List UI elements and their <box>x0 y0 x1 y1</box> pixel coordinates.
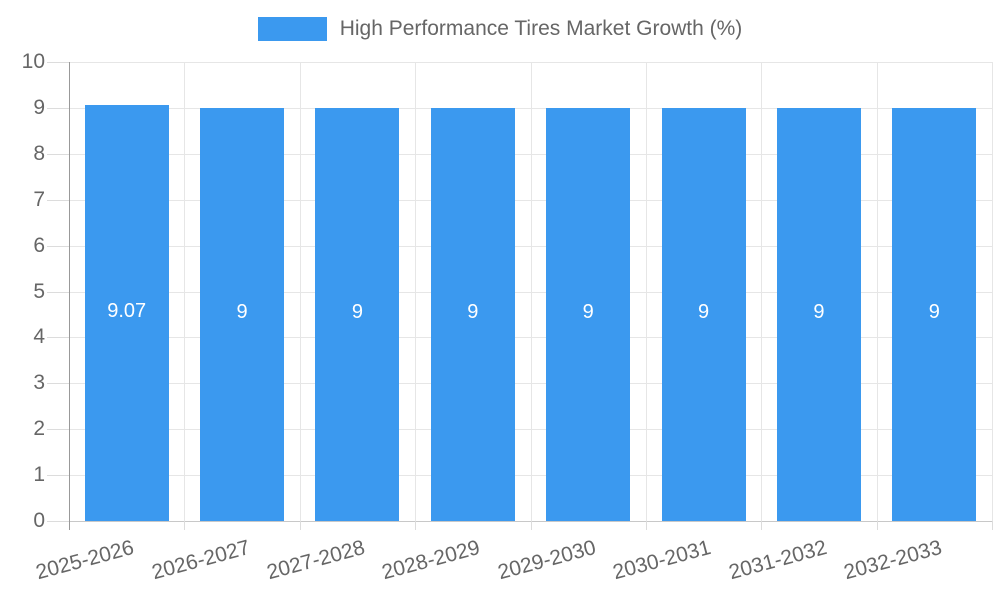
x-gridline <box>876 62 878 521</box>
y-tick-label: 10 <box>21 50 45 73</box>
bar-2029-2030[interactable] <box>546 107 631 521</box>
y-tick-mark <box>47 521 69 522</box>
y-tick-label: 9 <box>33 95 45 119</box>
bar-2031-2032[interactable] <box>776 107 861 521</box>
x-tick-label: 2025-2026 <box>33 536 137 585</box>
y-axis-line <box>69 62 70 521</box>
y-tick-mark <box>47 245 69 247</box>
x-gridline <box>530 62 532 521</box>
x-tick-mark <box>761 521 763 530</box>
y-tick-mark <box>47 62 69 63</box>
x-gridline <box>184 62 186 521</box>
x-tick-mark <box>184 521 186 530</box>
y-tick-label: 3 <box>33 371 45 395</box>
x-gridline <box>992 62 993 521</box>
x-tick-mark <box>415 521 417 530</box>
chart-legend[interactable]: High Performance Tires Market Growth (%) <box>0 17 1000 41</box>
x-tick-mark <box>530 521 532 530</box>
y-tick-mark <box>47 337 69 339</box>
y-tick-label: 0 <box>33 509 45 532</box>
x-gridline <box>415 62 417 521</box>
x-tick-label: 2026-2027 <box>149 536 253 585</box>
legend-swatch <box>257 17 327 41</box>
y-tick-mark <box>47 475 69 477</box>
y-tick-label: 5 <box>33 279 45 303</box>
bar-2030-2031[interactable] <box>661 107 746 521</box>
y-tick-mark <box>47 153 69 155</box>
y-tick-label: 8 <box>33 141 45 165</box>
y-tick-mark <box>47 107 69 109</box>
x-tick-mark <box>299 521 301 530</box>
x-tick-label: 2029-2030 <box>495 536 599 585</box>
x-tick-label: 2031-2032 <box>725 536 829 585</box>
x-gridline <box>761 62 763 521</box>
x-tick-label: 2030-2031 <box>610 536 714 585</box>
x-tick-mark <box>69 521 70 530</box>
x-tick-label: 2032-2033 <box>841 536 945 585</box>
y-tick-mark <box>47 199 69 201</box>
bar-2032-2033[interactable] <box>892 107 977 521</box>
y-tick-label: 7 <box>33 187 45 211</box>
y-tick-label: 2 <box>33 417 45 441</box>
y-tick-mark <box>47 429 69 431</box>
y-tick-label: 1 <box>33 463 45 487</box>
legend-label: High Performance Tires Market Growth (%) <box>339 17 743 40</box>
x-tick-label: 2027-2028 <box>264 536 368 585</box>
bar-2028-2029[interactable] <box>430 107 515 521</box>
y-tick-label: 6 <box>33 233 45 257</box>
y-tick-mark <box>47 291 69 293</box>
x-gridline <box>299 62 301 521</box>
x-tick-mark <box>645 521 647 530</box>
y-tick-label: 4 <box>33 325 45 349</box>
x-gridline <box>645 62 647 521</box>
x-tick-label: 2028-2029 <box>379 536 483 585</box>
x-tick-mark <box>992 521 993 530</box>
y-tick-mark <box>47 383 69 385</box>
bar-2027-2028[interactable] <box>315 107 400 521</box>
bar-2026-2027[interactable] <box>200 107 285 521</box>
bar-2025-2026[interactable] <box>84 104 169 521</box>
x-tick-mark <box>876 521 878 530</box>
